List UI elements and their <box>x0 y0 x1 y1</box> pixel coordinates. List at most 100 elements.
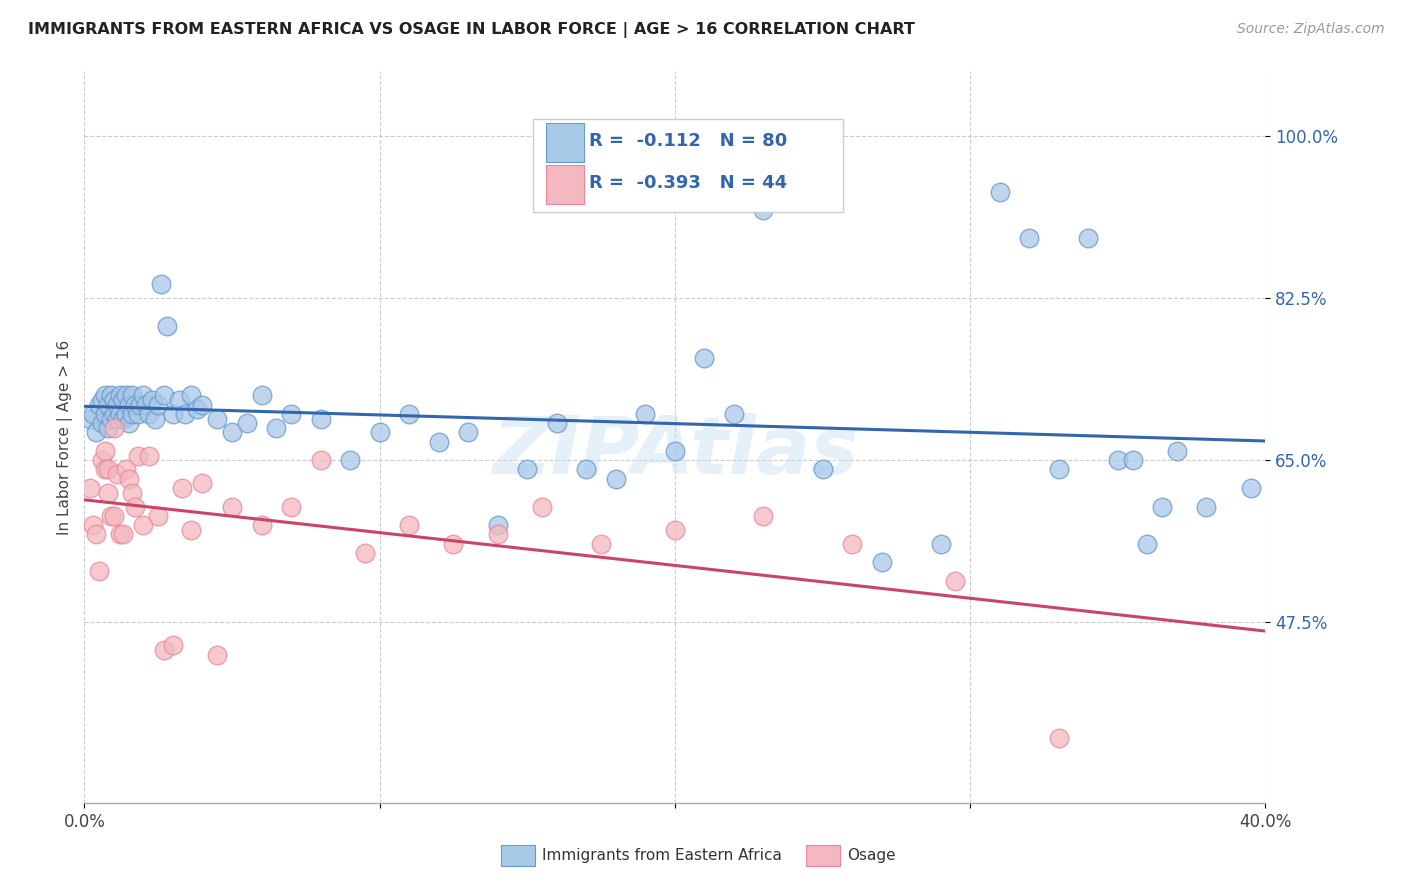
Point <box>87 565 111 579</box>
Point <box>1122 453 1144 467</box>
Point <box>207 648 229 662</box>
Point <box>135 398 157 412</box>
Point <box>167 392 190 407</box>
Point <box>121 485 143 500</box>
Point <box>605 472 627 486</box>
Point <box>398 518 420 533</box>
Point <box>153 388 176 402</box>
Point <box>91 416 114 430</box>
Point <box>97 398 120 412</box>
Text: Source: ZipAtlas.com: Source: ZipAtlas.com <box>1237 22 1385 37</box>
Point <box>111 527 134 541</box>
Point <box>486 518 509 533</box>
Point <box>138 449 160 463</box>
Point <box>280 407 302 421</box>
Point <box>121 407 143 421</box>
Point <box>84 527 107 541</box>
Point <box>162 639 184 653</box>
Point <box>105 398 128 412</box>
Point <box>111 411 134 425</box>
Point <box>114 407 136 421</box>
Point <box>870 555 893 569</box>
Point <box>841 536 863 550</box>
Point <box>664 444 686 458</box>
Point <box>1240 481 1263 495</box>
Point <box>156 318 179 333</box>
Point <box>664 523 686 537</box>
Point <box>354 546 377 560</box>
Point <box>1166 444 1188 458</box>
Point <box>79 481 101 495</box>
Point <box>162 407 184 421</box>
Point <box>97 421 120 435</box>
Point <box>945 574 967 588</box>
Point <box>132 518 155 533</box>
Point <box>988 185 1011 199</box>
Point <box>368 425 391 440</box>
Point <box>94 444 117 458</box>
Point <box>138 407 160 421</box>
Point <box>929 536 952 550</box>
Point <box>97 485 120 500</box>
Point <box>1150 500 1173 514</box>
Point <box>105 467 128 482</box>
Text: R =  -0.393   N = 44: R = -0.393 N = 44 <box>589 174 787 193</box>
Point <box>180 523 202 537</box>
Point <box>82 407 104 421</box>
Point <box>94 407 117 421</box>
Point <box>546 416 568 430</box>
Point <box>398 407 420 421</box>
Point <box>108 388 131 402</box>
Point <box>100 508 122 523</box>
Point <box>250 518 273 533</box>
Text: ZIPAtlas: ZIPAtlas <box>492 413 858 491</box>
Point <box>114 462 136 476</box>
Point <box>100 411 122 425</box>
Point <box>87 398 111 412</box>
Point <box>191 476 214 491</box>
Point <box>221 500 243 514</box>
Point <box>103 421 125 435</box>
Point <box>118 416 141 430</box>
Point <box>752 508 775 523</box>
Point <box>127 449 149 463</box>
Point <box>79 411 101 425</box>
Point <box>132 388 155 402</box>
Point <box>266 421 288 435</box>
Point <box>141 392 163 407</box>
Point <box>97 462 120 476</box>
Point <box>1077 231 1099 245</box>
Text: Immigrants from Eastern Africa: Immigrants from Eastern Africa <box>543 848 782 863</box>
Point <box>111 392 134 407</box>
Point <box>1047 462 1070 476</box>
Point <box>634 407 657 421</box>
Point <box>129 398 152 412</box>
Point <box>1018 231 1040 245</box>
Point <box>143 411 166 425</box>
Point <box>811 462 834 476</box>
Point <box>153 643 176 657</box>
Y-axis label: In Labor Force | Age > 16: In Labor Force | Age > 16 <box>58 340 73 534</box>
Point <box>486 527 509 541</box>
Point <box>108 527 131 541</box>
Point <box>124 398 146 412</box>
Point <box>103 508 125 523</box>
Point <box>427 434 450 449</box>
Point <box>124 500 146 514</box>
Point <box>207 411 229 425</box>
Point <box>94 388 117 402</box>
Point <box>84 425 107 440</box>
Point <box>121 388 143 402</box>
Point <box>250 388 273 402</box>
Point <box>103 407 125 421</box>
Point <box>114 388 136 402</box>
Point <box>103 392 125 407</box>
Point <box>309 453 332 467</box>
Point <box>150 277 173 292</box>
Text: IMMIGRANTS FROM EASTERN AFRICA VS OSAGE IN LABOR FORCE | AGE > 16 CORRELATION CH: IMMIGRANTS FROM EASTERN AFRICA VS OSAGE … <box>28 22 915 38</box>
Point <box>100 388 122 402</box>
Point <box>1136 536 1159 550</box>
Point <box>170 481 193 495</box>
Point <box>693 351 716 366</box>
Point <box>1195 500 1218 514</box>
